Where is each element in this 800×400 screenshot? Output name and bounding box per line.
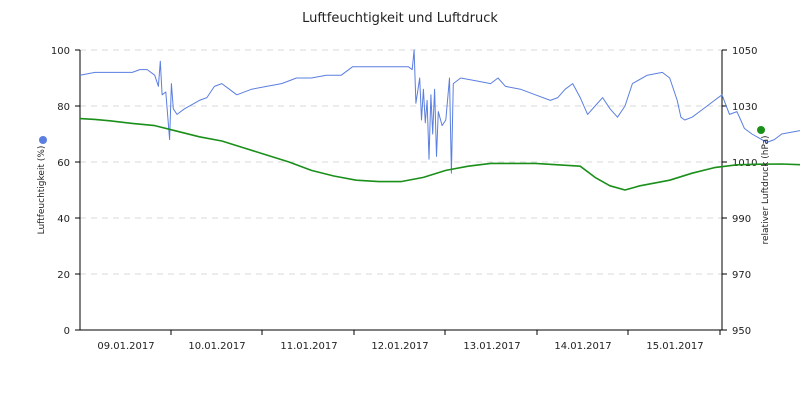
left-tick-label: 80 xyxy=(57,102,70,113)
left-tick-label: 40 xyxy=(57,214,70,225)
pressure-series-marker xyxy=(757,126,765,134)
left-tick-label: 60 xyxy=(57,158,70,169)
right-tick-label: 950 xyxy=(732,326,751,337)
humidity-series-marker xyxy=(39,136,47,144)
left-axis-label: Luftfeuchtigkeit (%) xyxy=(37,146,47,235)
series-layer xyxy=(79,49,800,191)
x-tick-label: 09.01.2017 xyxy=(97,341,154,352)
axes: 0 20 40 60 80 100 950 970 990 1010 1030 1050 09.01.2… xyxy=(51,46,758,352)
x-tick-label: 12.01.2017 xyxy=(371,341,428,352)
right-tick-label: 970 xyxy=(732,270,751,281)
x-tick-label: 15.01.2017 xyxy=(646,341,703,352)
left-tick-label: 100 xyxy=(51,46,70,57)
humidity-line xyxy=(79,49,800,174)
x-tick-label: 10.01.2017 xyxy=(188,341,245,352)
right-tick-label: 1010 xyxy=(732,158,757,169)
x-tick-label: 11.01.2017 xyxy=(280,341,337,352)
x-tick-label: 13.01.2017 xyxy=(463,341,520,352)
left-tick-label: 0 xyxy=(64,326,70,337)
pressure-line xyxy=(79,117,800,191)
chart-title: Luftfeuchtigkeit und Luftdruck xyxy=(302,11,498,26)
right-axis-label: relativer Luftdruck (hPa) xyxy=(761,135,771,244)
gridlines xyxy=(80,49,722,275)
left-tick-label: 20 xyxy=(57,270,70,281)
right-tick-label: 1030 xyxy=(732,102,757,113)
x-tick-label: 14.01.2017 xyxy=(554,341,611,352)
right-tick-label: 990 xyxy=(732,214,751,225)
right-tick-label: 1050 xyxy=(732,46,757,57)
